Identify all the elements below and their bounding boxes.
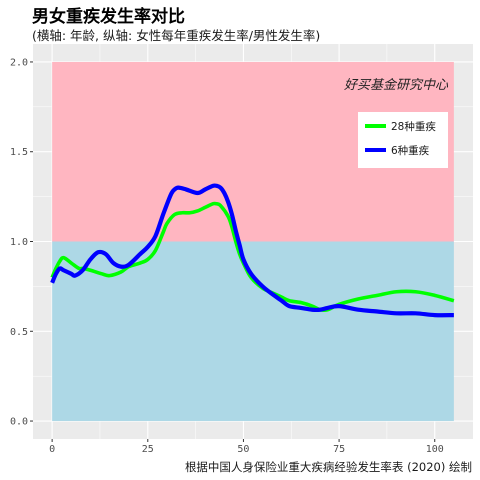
legend: 28种重疾 6种重疾 bbox=[358, 112, 448, 168]
legend-label-6: 6种重疾 bbox=[391, 144, 430, 157]
chart-title: 男女重疾发生率对比 bbox=[32, 7, 185, 27]
y-tick-label: 2.0 bbox=[10, 57, 28, 68]
x-tick-label: 100 bbox=[426, 444, 444, 455]
y-axis: 0.0 0.5 1.0 1.5 2.0 bbox=[10, 57, 33, 428]
series-lines bbox=[50, 183, 455, 318]
series-line-1 bbox=[50, 183, 454, 318]
band-1 bbox=[52, 241, 454, 422]
y-tick-label: 1.0 bbox=[10, 237, 28, 248]
legend-label-28: 28种重疾 bbox=[391, 120, 436, 133]
x-tick-label: 0 bbox=[49, 444, 55, 455]
chart-caption: 根据中国人身保险业重大疾病经验发生率表 (2020) 绘制 bbox=[184, 460, 472, 474]
x-tick-label: 25 bbox=[142, 444, 154, 455]
x-axis: 0 25 50 75 100 bbox=[49, 439, 444, 455]
y-tick-label: 1.5 bbox=[10, 147, 28, 158]
x-tick-label: 50 bbox=[237, 444, 249, 455]
y-tick-label: 0.5 bbox=[10, 327, 28, 338]
x-tick-label: 75 bbox=[333, 444, 345, 455]
chart-subtitle: (横轴: 年龄, 纵轴: 女性每年重疾发生率/男性发生率) bbox=[32, 28, 321, 43]
y-tick-label: 0.0 bbox=[10, 417, 28, 428]
watermark-text: 好买基金研究中心 bbox=[344, 77, 449, 93]
legend-box bbox=[358, 112, 448, 168]
